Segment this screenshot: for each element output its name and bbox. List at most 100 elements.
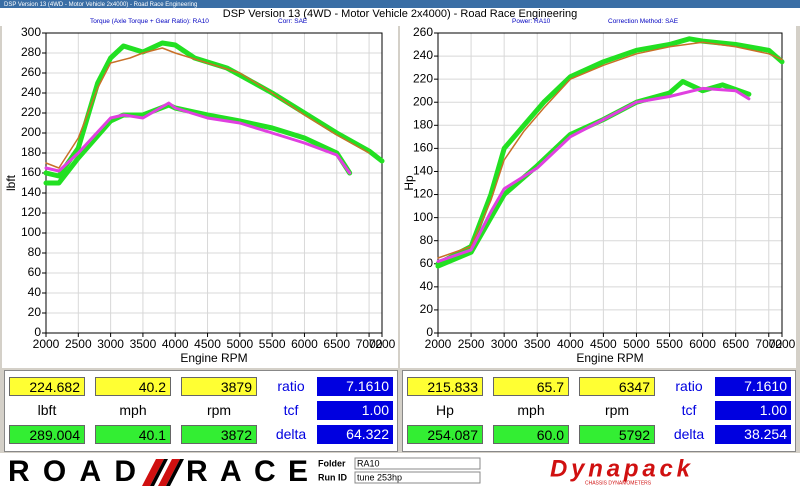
readout-label: rpm [604,402,630,418]
readout-value: 289.004 [9,425,85,444]
readout-box: 64.322 [317,425,393,444]
x-axis-label: Engine RPM [180,351,247,365]
y-tick-label: 60 [420,256,434,270]
y-tick-label: 100 [413,210,433,224]
readout-value: 254.087 [407,425,483,444]
y-tick-label: 140 [21,185,41,199]
x-tick-label: 2500 [458,337,485,351]
x-tick-label: 5500 [259,337,286,351]
y-tick-label: 260 [21,65,41,79]
readout-label: ratio [277,378,305,394]
readout-value: 60.0 [493,425,569,444]
y-tick-label: 0 [426,325,433,339]
header-label: Corr: SAE [278,18,308,25]
series-line [435,36,785,267]
header-title: DSP Version 13 (4WD - Motor Vehicle 2x40… [223,8,577,20]
readout-label: Hp [436,402,454,418]
plot-frame [437,32,783,334]
readout-box: 7.1610 [715,377,791,396]
x-tick-label: 6500 [323,337,350,351]
x-tick-label: 6000 [689,337,716,351]
y-tick-label: 40 [28,285,42,299]
y-tick-label: 20 [28,305,42,319]
y-tick-label: 160 [21,165,41,179]
x-tick-label: 2000 [425,337,452,351]
y-tick-label: 220 [413,71,433,85]
y-tick-label: 160 [413,141,433,155]
folder-label: Folder [318,458,346,468]
y-tick-label: 120 [413,187,433,201]
y-tick-label: 240 [21,85,41,99]
y-tick-label: 20 [420,302,434,316]
readout-box: 7.1610 [317,377,393,396]
x-tick-label: 5000 [226,337,253,351]
folder-field[interactable] [354,457,481,470]
run-field[interactable] [354,471,481,484]
y-tick-label: 180 [21,145,41,159]
y-tick-label: 220 [21,105,41,119]
x-tick-label: 6000 [291,337,318,351]
readout-value: 3872 [181,425,257,444]
header-label: Torque (Axle Torque + Gear Ratio): RA10 [90,18,209,25]
series-line [45,47,370,169]
caption: DSP Version 13 (4WD - Motor Vehicle 2x40… [4,2,197,8]
y-tick-label: 180 [413,117,433,131]
y-axis-label: Hp [402,175,416,191]
y-tick-label: 300 [21,25,41,39]
x-tick-label: 5000 [623,337,650,351]
y-tick-label: 140 [413,164,433,178]
x-tick-label: 7000 [356,337,383,351]
x-tick-label: 7000 [755,337,782,351]
y-axis-label: lbft [4,174,18,191]
x-tick-label: 4000 [162,337,189,351]
run-label: Run ID [318,472,347,482]
readout-value: 3879 [181,377,257,396]
header-label: Correction Method: SAE [608,18,679,25]
y-tick-label: 60 [28,265,42,279]
series-line [436,86,751,263]
run-value: tune 253hp [357,472,402,482]
readout-value: 215.833 [407,377,483,396]
x-tick-label: 2500 [65,337,92,351]
x-tick-label: 3500 [130,337,157,351]
header-bg [0,8,800,26]
readout-label: delta [673,426,705,442]
y-tick-label: 260 [413,25,433,39]
readout-box: 38.254 [715,425,791,444]
readout-value: 65.7 [493,377,569,396]
x-tick-label: 3500 [524,337,551,351]
readout-label: mph [119,402,147,418]
readout-label: rpm [206,402,232,418]
readout-panel: 224.682 40.2 3879 ratio 7.1610 lbft mph rpm tcf 1… [4,370,398,452]
y-tick-label: 0 [34,325,41,339]
x-tick-label: 7200 [369,337,396,351]
footer: ROAD RACE Folder RA10 Run ID tune 253hp … [0,453,800,487]
x-axis-label: Engine RPM [576,351,643,365]
readout-label: tcf [681,402,697,418]
readout-label: mph [517,402,545,418]
chart-bg [2,26,398,368]
y-tick-label: 40 [420,279,434,293]
logo-slash [142,459,180,486]
x-tick-label: 3000 [97,337,124,351]
x-tick-label: 5500 [656,337,683,351]
x-tick-label: 4500 [194,337,221,351]
x-tick-label: 4000 [557,337,584,351]
logo-slash [150,459,184,486]
y-tick-label: 80 [28,245,42,259]
caption-bar [0,0,800,8]
brand-sub: CHASSIS DYNAMOMETERS [585,480,652,486]
y-tick-label: 120 [21,205,41,219]
x-tick-label: 7200 [769,337,796,351]
y-tick-label: 280 [21,45,41,59]
readout-box: 1.00 [715,401,791,420]
series-line [437,41,783,259]
folder-value: RA10 [357,458,380,468]
y-tick-label: 80 [420,233,434,247]
readout-value: 40.1 [95,425,171,444]
y-tick-label: 200 [413,94,433,108]
y-tick-label: 100 [21,225,41,239]
readout-value: 40.2 [95,377,171,396]
x-tick-label: 4500 [590,337,617,351]
